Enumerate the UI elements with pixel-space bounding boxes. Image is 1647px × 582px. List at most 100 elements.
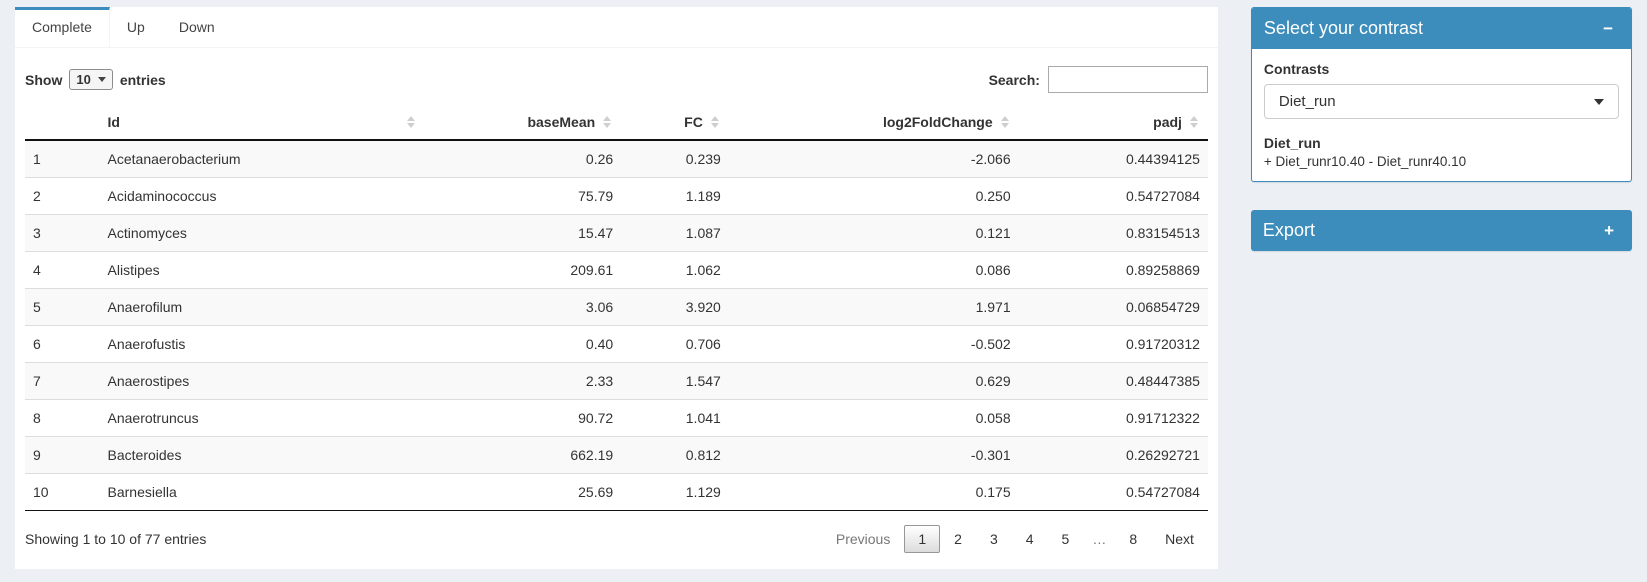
table-body: 1 Acetanaerobacterium 0.26 0.239 -2.066 0.443… — [25, 140, 1208, 511]
cell-id: Anaerotruncus — [99, 399, 425, 437]
column-header-padj[interactable]: padj — [1018, 105, 1208, 141]
cell-base_mean: 662.19 — [424, 436, 622, 474]
cell-base_mean: 2.33 — [424, 362, 622, 400]
expand-plus-icon[interactable]: + — [1598, 220, 1620, 241]
table-row: 10 Barnesiella 25.69 1.129 0.175 0.54727084 — [25, 473, 1208, 511]
cell-log2fc: -0.502 — [728, 325, 1019, 363]
pagination-page-1[interactable]: 1 — [904, 525, 941, 553]
cell-fc: 1.041 — [621, 399, 729, 437]
cell-log2fc: -2.066 — [970, 151, 1011, 167]
table-row: 8 Anaerotruncus 90.72 1.041 0.058 0.91712322 — [25, 399, 1208, 437]
pagination-next-button[interactable]: Next — [1165, 531, 1194, 547]
column-header-fc[interactable]: FC — [621, 105, 729, 141]
pagination-previous-button[interactable]: Previous — [835, 531, 891, 547]
chevron-down-icon — [1594, 98, 1604, 105]
cell-base_mean: 90.72 — [424, 399, 622, 437]
cell-log2fc: 0.086 — [728, 251, 1019, 289]
cell-id: Actinomyces — [99, 214, 425, 252]
contrast-select[interactable]: Diet_run — [1263, 84, 1619, 119]
cell-id: Acidaminococcus — [99, 177, 425, 215]
pagination-page-8[interactable]: 8 — [1129, 531, 1138, 547]
search-input[interactable] — [1047, 66, 1208, 93]
column-header-label: FC — [684, 114, 703, 130]
cell-log2fc: 0.250 — [728, 177, 1019, 215]
pagination-page-2[interactable]: 2 — [954, 531, 962, 547]
collapse-minus-icon[interactable]: − — [1597, 18, 1619, 39]
sidebar: Select your contrast − Contrasts Diet_ru… — [1250, 7, 1632, 251]
table-search: Search: — [989, 66, 1208, 93]
cell-id: Alistipes — [99, 251, 425, 289]
cell-fc: 0.239 — [685, 151, 721, 167]
cell-num: 2 — [25, 177, 100, 215]
export-box-header: Export + — [1250, 210, 1632, 251]
entries-length-value: 10 — [76, 72, 91, 87]
cell-base_mean: 0.26 — [585, 151, 614, 167]
cell-id: Barnesiella — [99, 473, 425, 511]
cell-padj: 0.54727084 — [1018, 473, 1208, 511]
chevron-down-icon — [97, 77, 106, 82]
cell-num: 3 — [25, 214, 100, 252]
cell-padj: 0.48447385 — [1018, 362, 1208, 400]
cell-log2fc: -0.301 — [728, 436, 1019, 474]
cell-id: Bacteroides — [99, 436, 425, 474]
table-row: 2 Acidaminococcus 75.79 1.189 0.250 0.5472708… — [25, 177, 1208, 215]
cell-base_mean: 209.61 — [424, 251, 622, 289]
cell-num: 5 — [25, 288, 100, 326]
table-footer: Showing 1 to 10 of 77 entries Previous 1… — [25, 511, 1208, 553]
tab-up[interactable]: Up — [126, 19, 145, 35]
contrast-box-body: Contrasts Diet_run Diet_run + Diet_runr1… — [1252, 49, 1631, 181]
cell-id: Anaerofustis — [99, 325, 425, 363]
contrasts-label: Contrasts — [1263, 61, 1330, 77]
cell-base_mean: 25.69 — [424, 473, 622, 511]
column-header-log2foldchange[interactable]: log2FoldChange — [728, 105, 1019, 141]
cell-padj: 0.91712322 — [1018, 399, 1208, 437]
column-header-label: baseMean — [527, 114, 596, 130]
cell-fc: 0.812 — [621, 436, 729, 474]
cell-num: 1 — [33, 151, 41, 167]
cell-base_mean: 75.79 — [424, 177, 622, 215]
table-info: Showing 1 to 10 of 77 entries — [25, 531, 207, 547]
cell-fc: 0.706 — [621, 325, 729, 363]
sort-icon — [1189, 116, 1198, 128]
table-row: 6 Anaerofustis 0.40 0.706 -0.502 0.91720312 — [25, 325, 1208, 363]
cell-log2fc: 0.058 — [728, 399, 1019, 437]
cell-fc: 1.547 — [621, 362, 729, 400]
sort-icon — [603, 116, 612, 128]
table-row: 5 Anaerofilum 3.06 3.920 1.971 0.06854729 — [25, 288, 1208, 326]
cell-fc: 1.087 — [621, 214, 729, 252]
tab-complete[interactable]: Complete — [15, 7, 110, 47]
results-tab-box: Complete Up Down Show 10 entries Search: — [15, 7, 1218, 569]
entries-length-select[interactable]: 10 — [69, 69, 113, 90]
pagination-page-3[interactable]: 3 — [989, 531, 998, 547]
cell-padj: 0.91720312 — [1018, 325, 1208, 363]
table-header-row: Id baseMean FC log2FoldChange — [25, 105, 1208, 141]
table-row: 9 Bacteroides 662.19 0.812 -0.301 0.26292721 — [25, 436, 1208, 474]
cell-padj: 0.26292721 — [1018, 436, 1208, 474]
cell-padj: 0.83154513 — [1018, 214, 1208, 252]
cell-base_mean: 0.40 — [424, 325, 622, 363]
column-header-label: log2FoldChange — [882, 114, 993, 130]
pagination-page-4[interactable]: 4 — [1025, 531, 1034, 547]
cell-num: 6 — [25, 325, 100, 363]
cell-num: 4 — [25, 251, 100, 289]
cell-padj: 0.06854729 — [1018, 288, 1208, 326]
column-header-index — [25, 105, 100, 141]
cell-num: 10 — [25, 473, 100, 511]
pagination-page-5[interactable]: 5 — [1061, 531, 1070, 547]
contrast-formula: + Diet_runr10.40 - Diet_runr40.10 — [1263, 154, 1467, 169]
entries-label: entries — [119, 71, 166, 88]
tab-bar: Complete Up Down — [15, 7, 1218, 48]
cell-fc: 1.062 — [621, 251, 729, 289]
table-row: 4 Alistipes 209.61 1.062 0.086 0.89258869 — [25, 251, 1208, 289]
cell-padj: 0.89258869 — [1018, 251, 1208, 289]
export-box: Export + — [1250, 210, 1632, 251]
export-box-title: Export — [1262, 220, 1315, 240]
tab-down[interactable]: Down — [178, 19, 215, 35]
column-header-basemean[interactable]: baseMean — [424, 105, 622, 141]
table-row: 7 Anaerostipes 2.33 1.547 0.629 0.48447385 — [25, 362, 1208, 400]
pagination-ellipsis: … — [1092, 531, 1107, 547]
contrast-name: Diet_run — [1263, 135, 1321, 151]
cell-id: Anaerofilum — [99, 288, 425, 326]
column-header-id[interactable]: Id — [99, 105, 425, 141]
contrast-box-title: Select your contrast — [1263, 18, 1423, 38]
